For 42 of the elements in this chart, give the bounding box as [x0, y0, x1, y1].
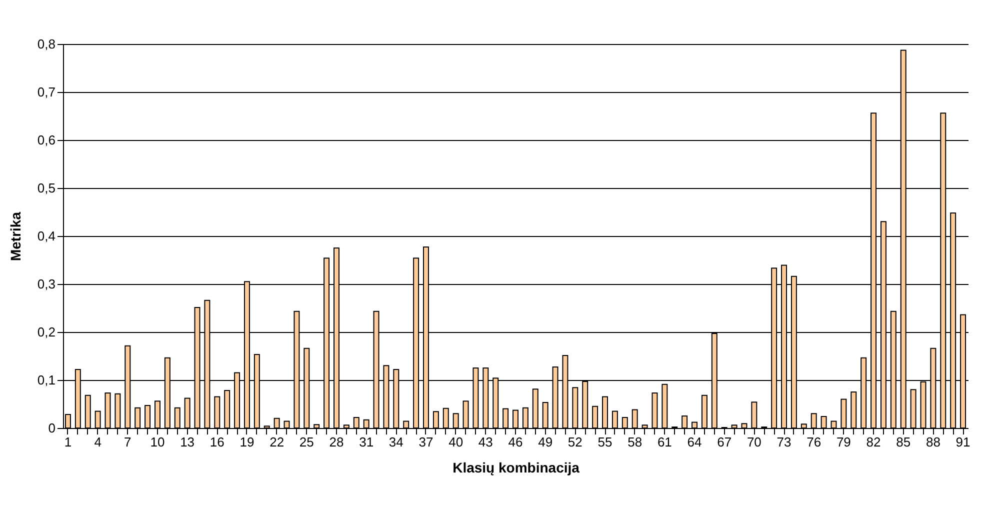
x-tick-label: 16: [210, 434, 224, 450]
y-tick-label: 0,1: [37, 372, 56, 388]
x-tick-label: 46: [508, 434, 523, 450]
x-tick-label: 91: [956, 434, 970, 450]
x-tick-label: 34: [388, 434, 404, 450]
x-tick-label: 58: [628, 434, 642, 450]
x-tick-label: 55: [598, 434, 612, 450]
x-tick-label: 43: [478, 434, 493, 450]
x-tick-label: 10: [150, 434, 165, 450]
x-tick-label: 73: [776, 434, 792, 450]
x-tick-label: 88: [926, 434, 940, 450]
x-tick-label: 1: [64, 434, 72, 450]
y-tick-label: 0,7: [37, 84, 56, 100]
x-axis-title: Klasių kombinacija: [452, 460, 580, 476]
y-tick-label: 0,3: [37, 276, 56, 292]
y-axis-title: Metrika: [7, 212, 24, 262]
x-tick-label: 82: [866, 434, 881, 450]
y-tick-label: 0,8: [37, 36, 56, 52]
x-tick-label: 25: [299, 434, 314, 450]
x-tick-label: 13: [180, 434, 195, 450]
x-tick-label: 40: [448, 434, 464, 450]
x-tick-label: 76: [806, 434, 822, 450]
x-tick-label: 85: [896, 434, 911, 450]
x-tick-label: 67: [717, 434, 732, 450]
x-tick-label: 49: [538, 434, 553, 450]
x-tick-label: 79: [836, 434, 851, 450]
x-tick-label: 19: [240, 434, 254, 450]
x-tick-label: 70: [746, 434, 762, 450]
x-tick-label: 37: [418, 434, 434, 450]
y-tick-label: 0,5: [37, 180, 56, 196]
x-tick-label: 22: [270, 434, 284, 450]
x-tick-label: 28: [329, 434, 344, 450]
x-tick-label: 52: [568, 434, 582, 450]
x-tick-label: 31: [359, 434, 374, 450]
x-tick-label: 4: [94, 434, 102, 450]
x-tick-label: 7: [124, 434, 132, 450]
y-tick-label: 0,6: [37, 132, 56, 148]
y-tick-label: 0,4: [37, 228, 56, 244]
x-tick-label: 61: [657, 434, 672, 450]
y-tick-label: 0,2: [37, 324, 56, 340]
y-tick-label: 0: [48, 420, 56, 436]
x-tick-label: 64: [687, 434, 702, 450]
